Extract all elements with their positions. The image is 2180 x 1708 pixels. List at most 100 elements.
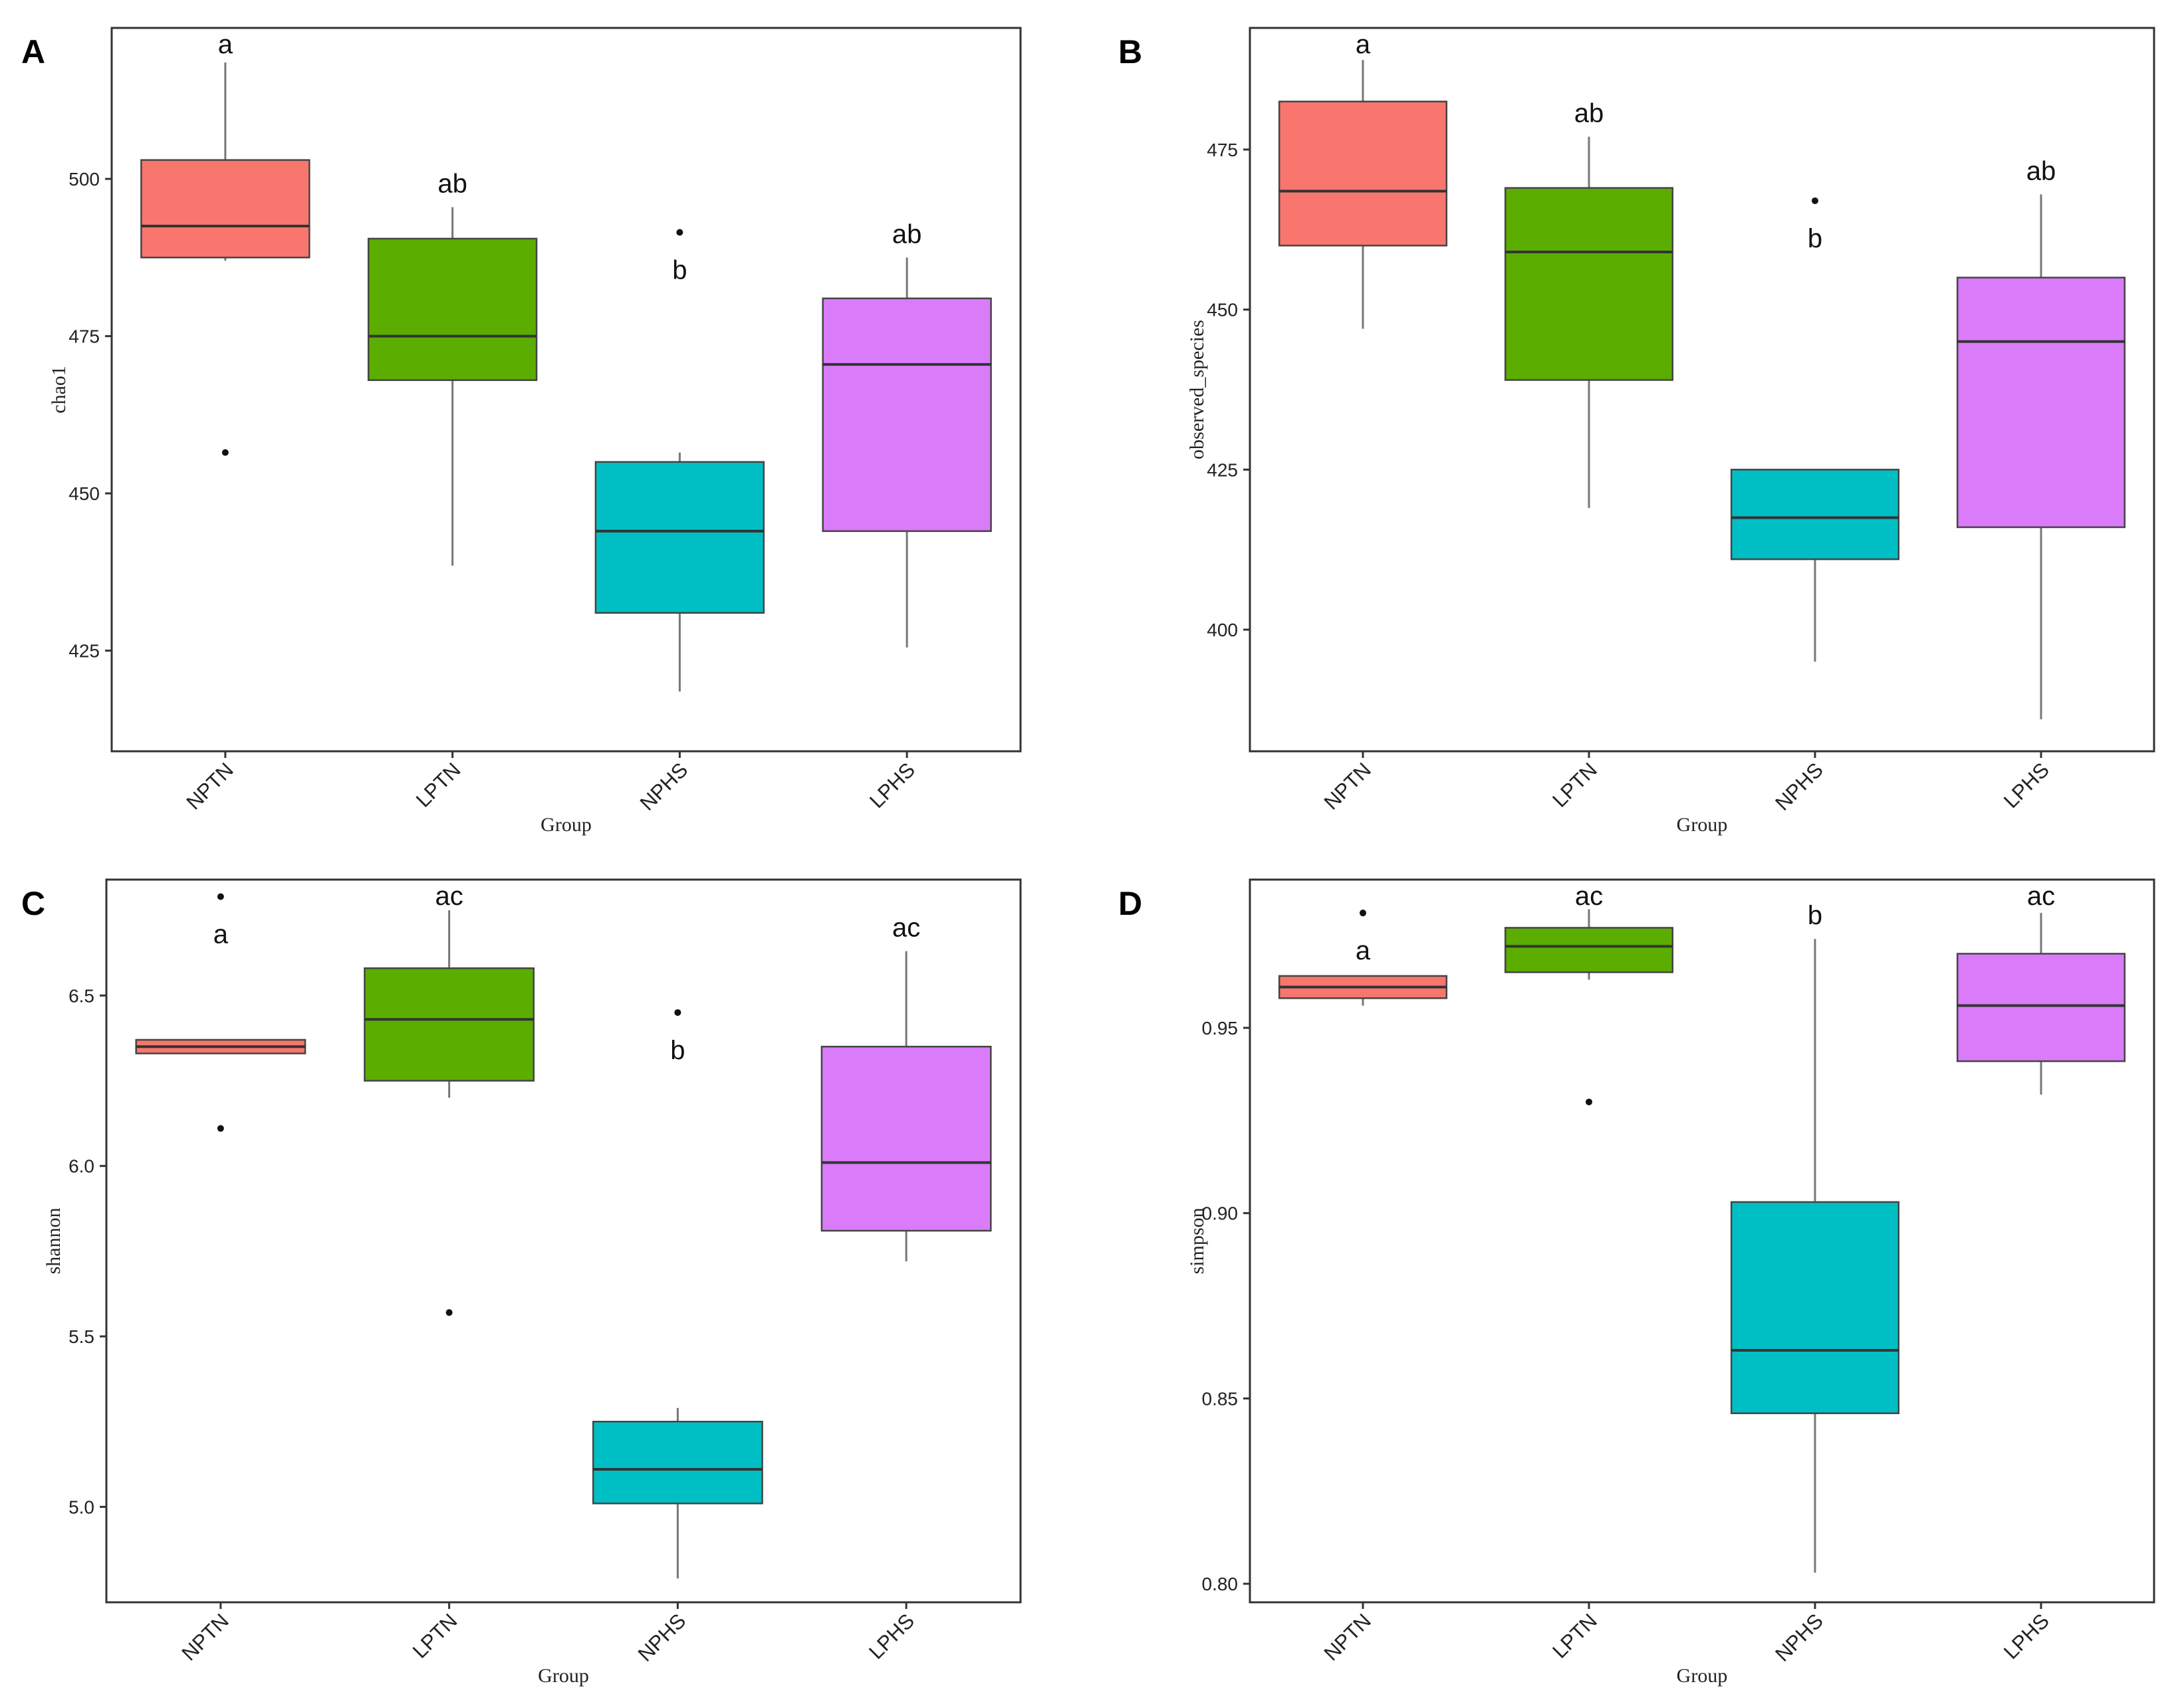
significance-label: ab [1574, 99, 1604, 128]
significance-label: ab [437, 170, 467, 199]
box-body [1504, 927, 1674, 973]
significance-label: ab [892, 219, 922, 249]
significance-label: a [1356, 936, 1371, 965]
y-axis-title: simpson [1186, 1207, 1208, 1274]
outlier-point [676, 229, 683, 236]
y-axis-title: chao1 [48, 366, 70, 414]
box-lptn: ab [367, 170, 538, 566]
x-tick-label-lptn: LPTN [408, 1609, 462, 1663]
y-tick-label: 6.5 [68, 985, 94, 1006]
box-body [592, 1421, 763, 1505]
y-tick-label: 450 [68, 483, 100, 504]
box-nptn: a [1278, 910, 1448, 1006]
significance-label: b [1808, 224, 1822, 253]
box-nphs: b [1730, 197, 1900, 662]
panel-letter: A [21, 33, 45, 70]
panel-a: A 425 450 475 500 chao1 NPTN LPTN NPHS LPHS Group a… [21, 27, 1022, 836]
box-body [1956, 953, 2126, 1062]
y-axis-title: shannon [43, 1208, 64, 1275]
box-lptn: ac [1504, 882, 1674, 1106]
x-tick-label-lphs: LPHS [1999, 1609, 2054, 1663]
outlier-point [445, 1309, 453, 1316]
significance-label: ac [1575, 882, 1603, 911]
box-nphs: b [592, 1009, 763, 1579]
panel-letter: C [21, 885, 45, 922]
box-lphs: ac [1956, 882, 2126, 1095]
y-tick-label: 450 [1207, 300, 1238, 320]
x-tick-label-lptn: LPTN [1548, 1609, 1602, 1663]
box-nptn: a [135, 893, 306, 1132]
x-axis-title: Group [1677, 814, 1728, 836]
box-nphs: b [594, 229, 765, 692]
significance-label: a [213, 920, 229, 949]
y-tick-label: 0.90 [1202, 1203, 1239, 1224]
x-tick-label-nptn: NPTN [177, 1609, 233, 1665]
outlier-point [217, 1125, 224, 1132]
box-body [1278, 100, 1448, 247]
box-lphs: ab [822, 219, 992, 648]
plot-frame [1249, 27, 2155, 753]
x-tick-label-lphs: LPHS [864, 1609, 919, 1663]
significance-label: ac [892, 914, 920, 943]
significance-label: b [1808, 901, 1822, 930]
significance-label: ac [2027, 882, 2055, 911]
y-tick-label: 400 [1207, 620, 1238, 640]
x-axis-title: Group [1677, 1665, 1728, 1687]
x-tick-label-lphs: LPHS [1999, 758, 2054, 812]
y-tick-label: 5.0 [68, 1497, 94, 1517]
panel-letter: B [1118, 33, 1142, 70]
box-body [1956, 277, 2126, 529]
panel-b: B 400 425 450 475 observed_species NPTN LPTN NPH… [1118, 27, 2155, 836]
significance-label: ac [435, 882, 463, 911]
x-tick-label-nphs: NPHS [634, 1609, 691, 1666]
significance-label: b [672, 255, 687, 285]
box-nptn: a [1278, 30, 1448, 329]
box-lphs: ab [1956, 156, 2126, 719]
significance-label: b [670, 1036, 685, 1065]
y-tick-label: 0.80 [1202, 1574, 1239, 1594]
outlier-point [1360, 910, 1366, 917]
x-tick-label-nphs: NPHS [1770, 758, 1828, 815]
panel-d: D 0.80 0.85 0.90 0.95 simpson NPTN LPTN NPHS LPHS… [1118, 878, 2155, 1687]
box-body [1730, 1201, 1900, 1414]
box-nptn: a [140, 30, 310, 456]
x-tick-label-nptn: NPTN [182, 758, 237, 814]
x-axis-title: Group [541, 814, 592, 836]
plot-frame [1249, 878, 2155, 1604]
x-tick-label-nptn: NPTN [1320, 1609, 1376, 1665]
significance-label: a [1356, 30, 1371, 59]
x-axis-title: Group [538, 1665, 589, 1687]
box-body [1730, 469, 1900, 560]
y-tick-label: 475 [1207, 140, 1238, 160]
x-tick-label-nphs: NPHS [1770, 1609, 1828, 1666]
x-tick-label-lptn: LPTN [1548, 758, 1602, 812]
plot-frame [110, 27, 1022, 753]
outlier-point [1586, 1098, 1592, 1106]
box-body [594, 461, 765, 614]
box-body [364, 967, 535, 1082]
y-tick-label: 0.85 [1202, 1388, 1239, 1409]
outlier-point [1812, 197, 1818, 204]
panel-letter: D [1118, 885, 1142, 922]
box-body [820, 1045, 992, 1232]
x-tick-label-lptn: LPTN [412, 758, 465, 812]
y-tick-label: 0.95 [1202, 1018, 1239, 1038]
plot-frame [105, 878, 1022, 1604]
panel-c: C 5.0 5.5 6.0 6.5 shannon NPTN LPTN NPHS LPHS Grou… [21, 878, 1022, 1687]
box-body [1504, 187, 1674, 381]
box-nphs: b [1730, 901, 1900, 1573]
box-body [367, 237, 538, 382]
y-axis-title: observed_species [1186, 320, 1208, 459]
box-body [140, 159, 310, 259]
outlier-point [221, 449, 229, 456]
significance-label: ab [2026, 156, 2056, 185]
x-tick-label-nphs: NPHS [636, 758, 693, 815]
y-tick-label: 6.0 [68, 1156, 94, 1177]
box-lptn: ac [364, 882, 535, 1316]
outlier-point [674, 1009, 681, 1016]
significance-label: a [218, 30, 233, 59]
y-tick-label: 500 [68, 169, 100, 189]
outlier-point [217, 893, 224, 900]
y-tick-label: 475 [68, 326, 100, 347]
